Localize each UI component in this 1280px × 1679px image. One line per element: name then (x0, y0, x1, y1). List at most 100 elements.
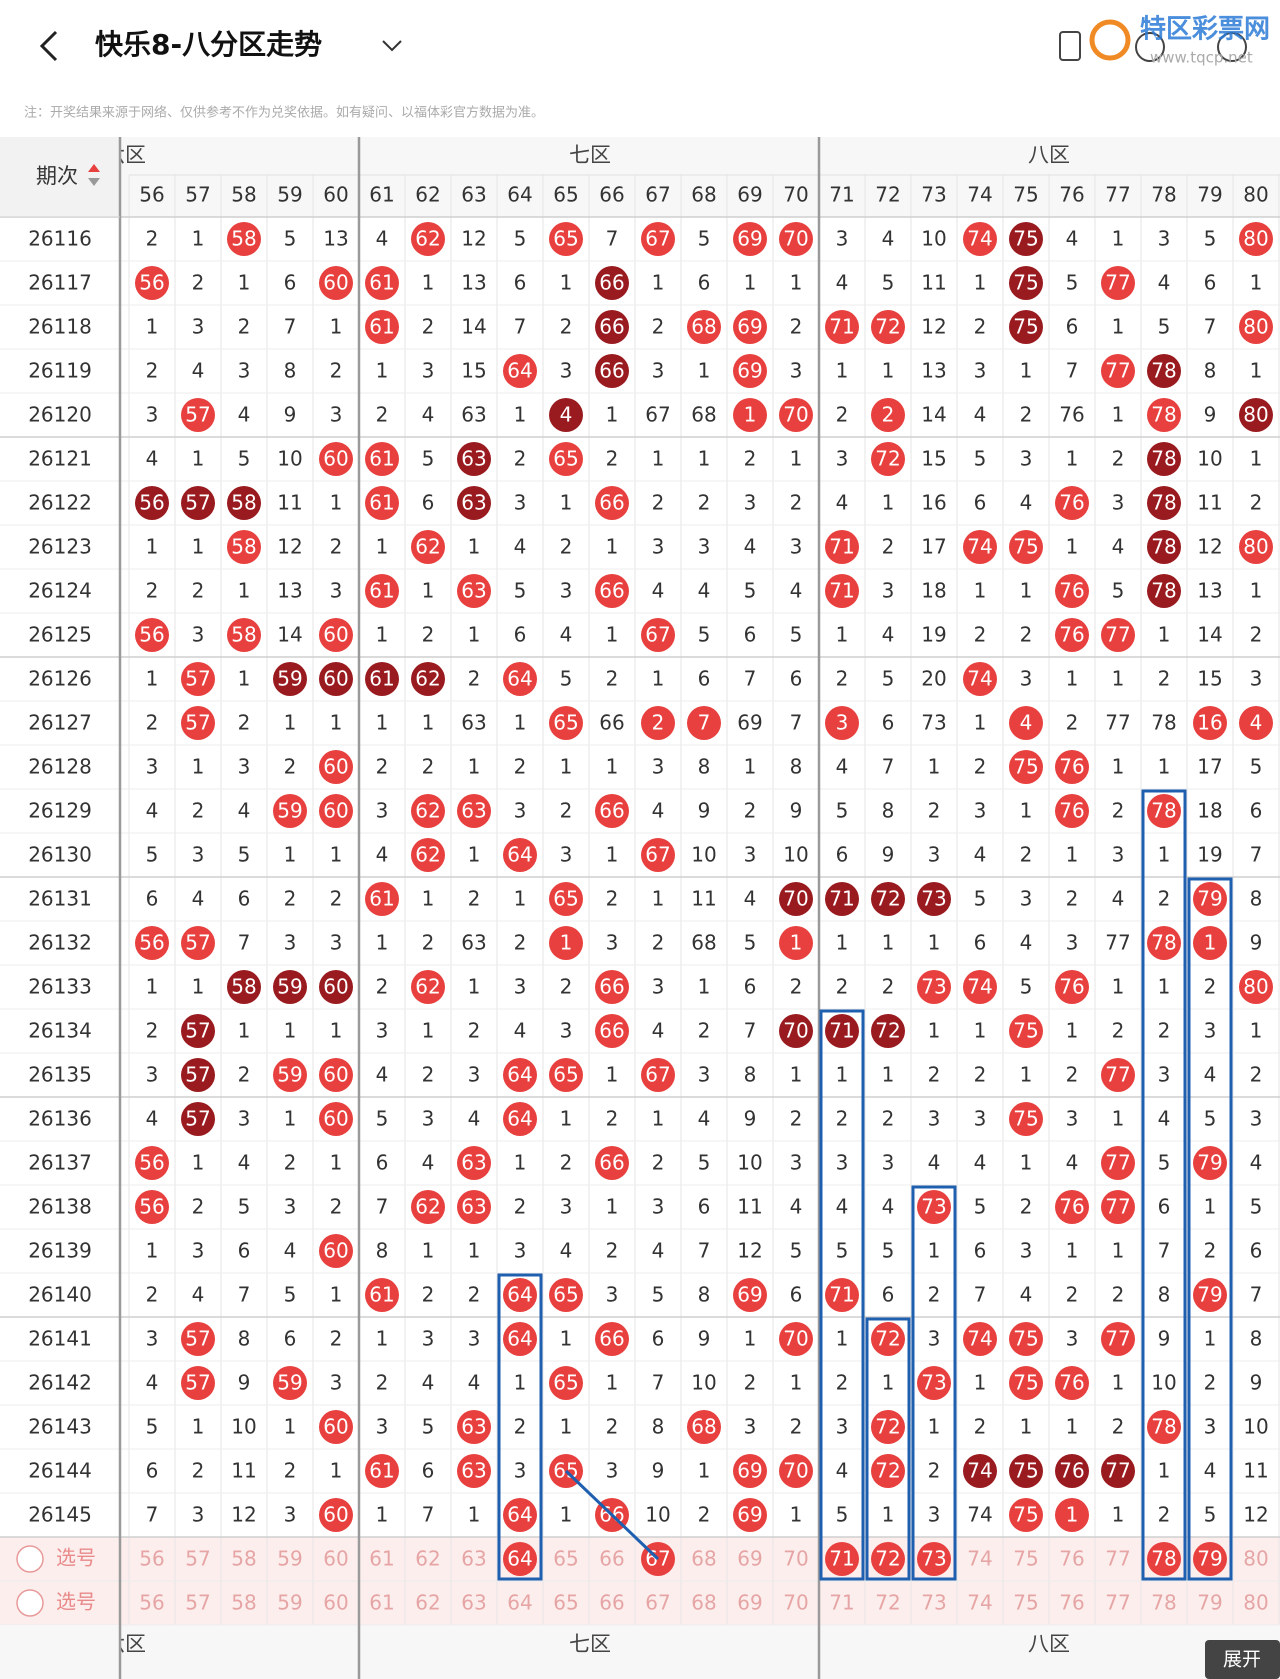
expand-label[interactable]: 展开 (1223, 1649, 1261, 1671)
pick-number[interactable]: 60 (323, 1547, 348, 1571)
miss-count: 5 (284, 1283, 297, 1307)
pick-number[interactable]: 62 (415, 1547, 440, 1571)
pick-number[interactable]: 72 (875, 1591, 900, 1615)
dropdown[interactable] (382, 40, 402, 52)
hit-ball (595, 1014, 629, 1048)
pick-number[interactable]: 63 (461, 1591, 486, 1615)
pick-number[interactable]: 69 (737, 1547, 762, 1571)
pick-number[interactable]: 76 (1059, 1547, 1084, 1571)
pick-number[interactable]: 58 (231, 1547, 256, 1571)
pick-number[interactable]: 59 (277, 1591, 302, 1615)
pick-number[interactable]: 73 (921, 1591, 946, 1615)
miss-count: 6 (744, 975, 757, 999)
miss-count: 6 (790, 1283, 803, 1307)
pick-number[interactable]: 70 (783, 1547, 808, 1571)
miss-count: 2 (422, 1283, 435, 1307)
miss-count: 4 (422, 1151, 435, 1175)
pick-number[interactable]: 78 (1151, 1591, 1176, 1615)
pick-number[interactable]: 62 (415, 1591, 440, 1615)
hit-ball (411, 530, 445, 564)
hit-ball (227, 222, 261, 256)
pick-number[interactable]: 71 (829, 1547, 854, 1571)
pick-number[interactable]: 77 (1105, 1591, 1130, 1615)
hit-number: 57 (185, 711, 210, 735)
pick-number[interactable]: 66 (599, 1547, 624, 1571)
pick-number[interactable]: 61 (369, 1591, 394, 1615)
pick-number[interactable]: 75 (1013, 1547, 1038, 1571)
issue-number: 26131 (28, 887, 92, 911)
pick-number[interactable]: 80 (1243, 1591, 1268, 1615)
pick-number[interactable]: 77 (1105, 1547, 1130, 1571)
pick-number[interactable]: 57 (185, 1547, 210, 1571)
hit-ball (457, 1146, 491, 1180)
hit-ball (825, 706, 859, 740)
pick-number[interactable]: 56 (139, 1591, 164, 1615)
pick-number[interactable]: 80 (1243, 1547, 1268, 1571)
hit-number: 56 (139, 931, 164, 955)
hit-number: 73 (921, 887, 946, 911)
pick-number[interactable]: 64 (507, 1591, 532, 1615)
hit-number: 70 (783, 1019, 808, 1043)
pick-number[interactable]: 61 (369, 1547, 394, 1571)
miss-count: 3 (790, 359, 803, 383)
miss-count: 3 (330, 403, 343, 427)
miss-count: 1 (790, 271, 803, 295)
miss-count: 2 (1020, 623, 1033, 647)
pick-number[interactable]: 60 (323, 1591, 348, 1615)
miss-count: 1 (1204, 1195, 1217, 1219)
icon-device[interactable] (1059, 31, 1081, 61)
pick-number[interactable]: 79 (1197, 1591, 1222, 1615)
icon-share[interactable] (1135, 32, 1165, 62)
pick-number[interactable]: 78 (1151, 1547, 1176, 1571)
pick-number[interactable]: 75 (1013, 1591, 1038, 1615)
hit-ball (411, 1190, 445, 1224)
pick-number[interactable]: 74 (967, 1591, 992, 1615)
miss-count: 14 (921, 403, 946, 427)
hit-ball (779, 1322, 813, 1356)
pick-number[interactable]: 72 (875, 1547, 900, 1571)
hit-number: 60 (323, 1107, 348, 1131)
pick-number[interactable]: 69 (737, 1591, 762, 1615)
hit-ball (1009, 1498, 1043, 1532)
pick-number[interactable]: 58 (231, 1591, 256, 1615)
pick-number[interactable]: 73 (921, 1547, 946, 1571)
pick-number[interactable]: 79 (1197, 1547, 1222, 1571)
miss-count: 5 (836, 1503, 849, 1527)
pick-number[interactable]: 68 (691, 1547, 716, 1571)
pick-number[interactable]: 66 (599, 1591, 624, 1615)
back-button[interactable] (39, 30, 58, 62)
miss-count: 1 (146, 535, 159, 559)
pick-number[interactable]: 70 (783, 1591, 808, 1615)
icon-settings[interactable] (1217, 32, 1247, 62)
miss-count: 6 (422, 1459, 435, 1483)
miss-count: 4 (836, 491, 849, 515)
pick-number[interactable]: 63 (461, 1547, 486, 1571)
hit-ball (687, 706, 721, 740)
miss-count: 1 (1112, 1239, 1125, 1263)
miss-count: 2 (882, 1107, 895, 1131)
hit-number: 1 (790, 931, 803, 955)
miss-count: 1 (1112, 1371, 1125, 1395)
pick-number[interactable]: 65 (553, 1547, 578, 1571)
pick-number[interactable]: 74 (967, 1547, 992, 1571)
pick-number[interactable]: 67 (645, 1591, 670, 1615)
pick-radio[interactable] (16, 1545, 44, 1573)
pick-number[interactable]: 59 (277, 1547, 302, 1571)
column-number: 65 (553, 183, 578, 207)
pick-number[interactable]: 57 (185, 1591, 210, 1615)
expand-button[interactable]: 展开 (1205, 1640, 1280, 1679)
pick-number[interactable]: 68 (691, 1591, 716, 1615)
pick-number[interactable]: 65 (553, 1591, 578, 1615)
miss-count: 10 (1243, 1415, 1268, 1439)
miss-count: 2 (744, 1371, 757, 1395)
pick-number[interactable]: 76 (1059, 1591, 1084, 1615)
pick-radio[interactable] (16, 1589, 44, 1617)
hit-number: 1 (744, 403, 757, 427)
miss-count: 7 (514, 315, 527, 339)
miss-count: 3 (192, 843, 205, 867)
issue-number: 26119 (28, 359, 92, 383)
miss-count: 2 (146, 359, 159, 383)
pick-number[interactable]: 71 (829, 1591, 854, 1615)
pick-number[interactable]: 56 (139, 1547, 164, 1571)
pick-number[interactable]: 64 (507, 1547, 532, 1571)
